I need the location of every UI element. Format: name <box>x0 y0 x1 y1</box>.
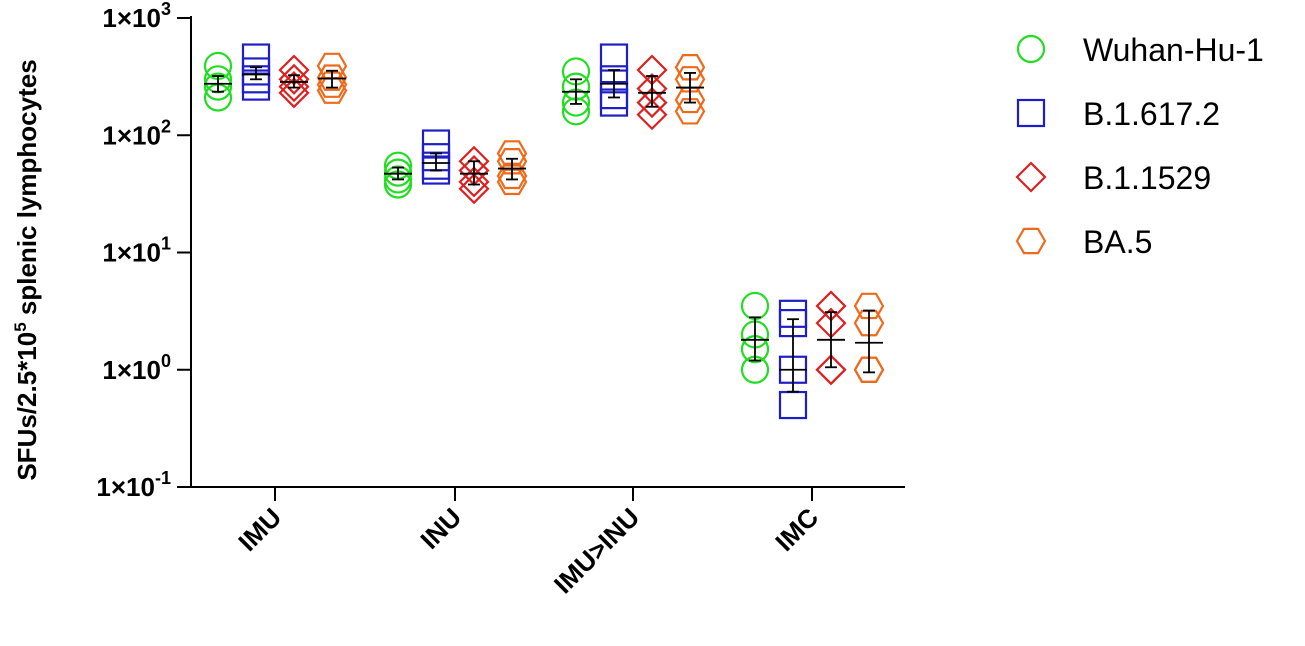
x-tick-label: IMC <box>769 502 824 557</box>
legend-marker <box>1015 161 1047 193</box>
legend-marker <box>1016 98 1046 128</box>
y-tick-exponent: 0 <box>161 351 171 371</box>
data-point <box>278 63 310 95</box>
data-point <box>636 87 668 119</box>
series-b-1-617-2 <box>241 43 808 420</box>
y-tick-label: 1×10-1 <box>96 468 171 502</box>
axes <box>190 16 905 488</box>
data-point <box>278 77 310 109</box>
y-tick-base: 1×10 <box>102 120 161 150</box>
data-point <box>458 166 490 198</box>
legend-item: Wuhan-Hu-1 <box>1016 32 1264 68</box>
y-tick-base: 1×10 <box>102 355 161 385</box>
y-tick-exponent: 3 <box>161 0 171 19</box>
y-tick-label: 1×101 <box>102 234 171 268</box>
legend-marker <box>1016 34 1046 64</box>
data-point <box>674 66 706 93</box>
series-wuhan-hu-1 <box>203 51 770 384</box>
legend-label: B.1.1529 <box>1083 160 1211 196</box>
y-axis-title: SFUs/2.5*105 splenic lymphocytes <box>11 59 42 480</box>
data-point <box>496 168 528 196</box>
x-tick-label: IMU>INU <box>548 502 645 599</box>
y-tick-exponent: -1 <box>155 468 171 488</box>
data-point <box>815 354 847 386</box>
legend-label: BA.5 <box>1083 224 1152 260</box>
data-point <box>778 390 808 420</box>
x-tick-label: IMU <box>232 502 287 557</box>
svg-text:SFUs/2.5*105 splenic lymphocyt: SFUs/2.5*105 splenic lymphocytes <box>11 59 42 480</box>
y-tick-label: 1×103 <box>102 0 171 33</box>
data-point <box>203 72 233 101</box>
x-tick-label: INU <box>414 502 467 555</box>
data-point <box>496 148 528 175</box>
data-point <box>383 158 413 187</box>
y-tick-exponent: 2 <box>161 116 171 136</box>
data-point <box>316 71 348 98</box>
x-axis-ticks: IMU INU IMU>INU IMC <box>232 487 824 599</box>
legend-item: B.1.1529 <box>1015 160 1211 196</box>
legend-marker <box>1015 227 1047 255</box>
y-tick-label: 1×102 <box>102 116 171 150</box>
y-axis-title-main: SFUs/2.5*10 <box>12 332 42 481</box>
y-axis-title-superscript: 5 <box>11 322 30 331</box>
y-tick-label: 1×100 <box>102 351 171 385</box>
data-point <box>740 291 770 321</box>
y-tick-base: 1×10 <box>96 472 155 502</box>
legend-label: Wuhan-Hu-1 <box>1083 32 1264 68</box>
data-point <box>674 98 706 125</box>
data-point <box>674 54 706 81</box>
y-axis-title-tail: splenic lymphocytes <box>12 59 42 322</box>
y-tick-exponent: 1 <box>161 234 171 254</box>
plot-area <box>203 43 885 420</box>
data-point <box>496 162 528 190</box>
legend-item: BA.5 <box>1015 224 1152 260</box>
series-ba-5 <box>316 52 885 383</box>
legend-label: B.1.617.2 <box>1083 96 1220 132</box>
data-point <box>458 173 490 205</box>
legend: Wuhan-Hu-1 B.1.617.2 B.1.1529 BA.5 <box>1015 32 1264 260</box>
legend-item: B.1.617.2 <box>1016 96 1220 132</box>
y-tick-base: 1×10 <box>102 238 161 268</box>
data-point <box>853 309 885 337</box>
y-tick-base: 1×10 <box>102 3 161 33</box>
data-point <box>853 292 885 320</box>
series-b-1-1529 <box>278 54 847 386</box>
data-point <box>853 356 885 383</box>
data-point <box>636 99 668 131</box>
